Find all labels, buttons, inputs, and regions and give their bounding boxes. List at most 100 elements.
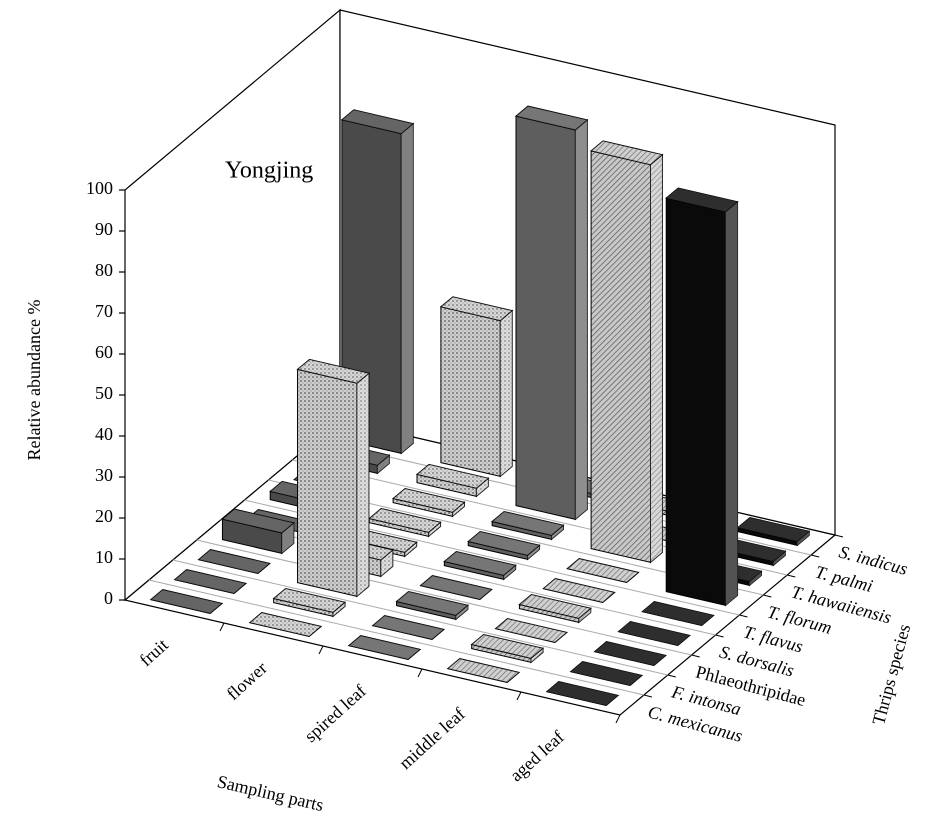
z-tick-label: 70	[95, 301, 113, 321]
bar	[545, 681, 620, 706]
bar-top	[665, 187, 739, 213]
bar	[590, 140, 664, 564]
bar-top-shade	[174, 569, 247, 594]
bar-top	[617, 621, 691, 646]
depth-tick	[715, 634, 724, 638]
bar-top-shade	[416, 464, 489, 489]
depth-tick	[643, 694, 653, 698]
bar-top-shade	[249, 612, 322, 637]
bar-top	[439, 296, 514, 322]
x-tick-label: fruit	[136, 635, 172, 671]
bar-top	[593, 641, 667, 666]
bar-top-shade	[642, 601, 714, 626]
bar-top	[641, 601, 715, 626]
depth-tick	[739, 614, 748, 618]
bar-side-shade	[650, 154, 663, 563]
bar-top-shade	[372, 615, 445, 640]
z-tick-label: 50	[95, 383, 113, 403]
bar-top	[221, 508, 295, 534]
bar	[173, 569, 248, 594]
bar-side-shade	[333, 602, 346, 617]
bar-side-shade	[356, 373, 369, 597]
floor-grid-line	[148, 579, 645, 696]
bar-top	[392, 487, 466, 513]
x-tick-label: flower	[223, 658, 271, 704]
bar	[392, 487, 466, 518]
bar-top	[470, 633, 545, 659]
bar-top	[340, 109, 415, 135]
bar	[272, 587, 347, 618]
bar-top-shade	[591, 140, 663, 165]
bar-top	[197, 549, 271, 574]
bar-top-shade	[447, 658, 520, 683]
bar-side-shade	[725, 201, 738, 606]
x-tick	[516, 691, 522, 701]
z-tick-label: 30	[95, 465, 113, 485]
bar-side-shade	[749, 571, 762, 586]
bar-top	[467, 530, 541, 556]
bar-top	[395, 590, 469, 616]
bar	[593, 641, 667, 666]
x-tick	[219, 622, 225, 632]
bar-top-shade	[440, 296, 513, 321]
bar	[248, 612, 323, 637]
bar-top-shade	[222, 509, 294, 533]
depth-tick	[667, 674, 676, 678]
bar-top	[173, 569, 248, 594]
bar	[368, 507, 442, 538]
bar-top-shade	[567, 558, 639, 583]
bar-side-shade	[452, 502, 465, 517]
bar-side-shade	[527, 545, 540, 560]
bar-side-shade	[380, 550, 393, 577]
bar-top-shade	[543, 578, 615, 603]
bar-side-shade	[797, 531, 810, 546]
bar-top-shade	[348, 635, 421, 660]
depth-tick	[763, 594, 772, 598]
bar-top	[542, 578, 616, 603]
bar	[514, 105, 589, 521]
bar-top	[248, 612, 323, 637]
z-tick-label: 100	[86, 178, 113, 198]
bar	[736, 516, 811, 547]
bar-side-shade	[377, 455, 390, 474]
z-tick-label: 10	[95, 547, 113, 567]
bar-top-shade	[198, 549, 270, 574]
bar-side-shade	[455, 605, 468, 620]
bar	[296, 358, 370, 598]
bar	[439, 296, 514, 478]
bar-top-shade	[519, 594, 591, 619]
bar-top-shade	[150, 589, 223, 614]
bar	[149, 589, 224, 614]
z-tick-label: 90	[95, 219, 113, 239]
x-tick-label: spired leaf	[300, 681, 369, 746]
bar	[665, 187, 739, 607]
bar-side-shade	[531, 648, 544, 663]
bar-top-shade	[273, 588, 346, 613]
bar-top-shade	[396, 591, 468, 616]
bar-top	[494, 618, 568, 643]
depth-tick	[787, 574, 796, 578]
z-tick-label: 20	[95, 506, 113, 526]
bar-top-shade	[468, 531, 540, 556]
bar-front	[297, 368, 358, 598]
bar	[371, 615, 446, 640]
bar-top	[566, 558, 640, 583]
bar	[542, 578, 616, 603]
bar-top	[371, 615, 446, 640]
bar	[446, 658, 521, 683]
bar-top-shade	[471, 634, 544, 659]
annotation: Yongjing	[225, 158, 313, 184]
z-axis-label: Relative abundance %	[24, 300, 44, 461]
bar-top-shade	[594, 641, 666, 666]
bar-side-shade	[503, 565, 516, 580]
depth-tick	[810, 554, 820, 558]
depth-axis-label: Thrips species	[868, 622, 914, 727]
bar-top	[368, 507, 442, 533]
bar-top	[419, 575, 493, 600]
x-tick	[615, 714, 621, 724]
bar	[617, 621, 691, 646]
bar-top-shade	[420, 575, 492, 600]
bar-top-shade	[492, 511, 564, 536]
bar-top-shade	[369, 508, 441, 533]
